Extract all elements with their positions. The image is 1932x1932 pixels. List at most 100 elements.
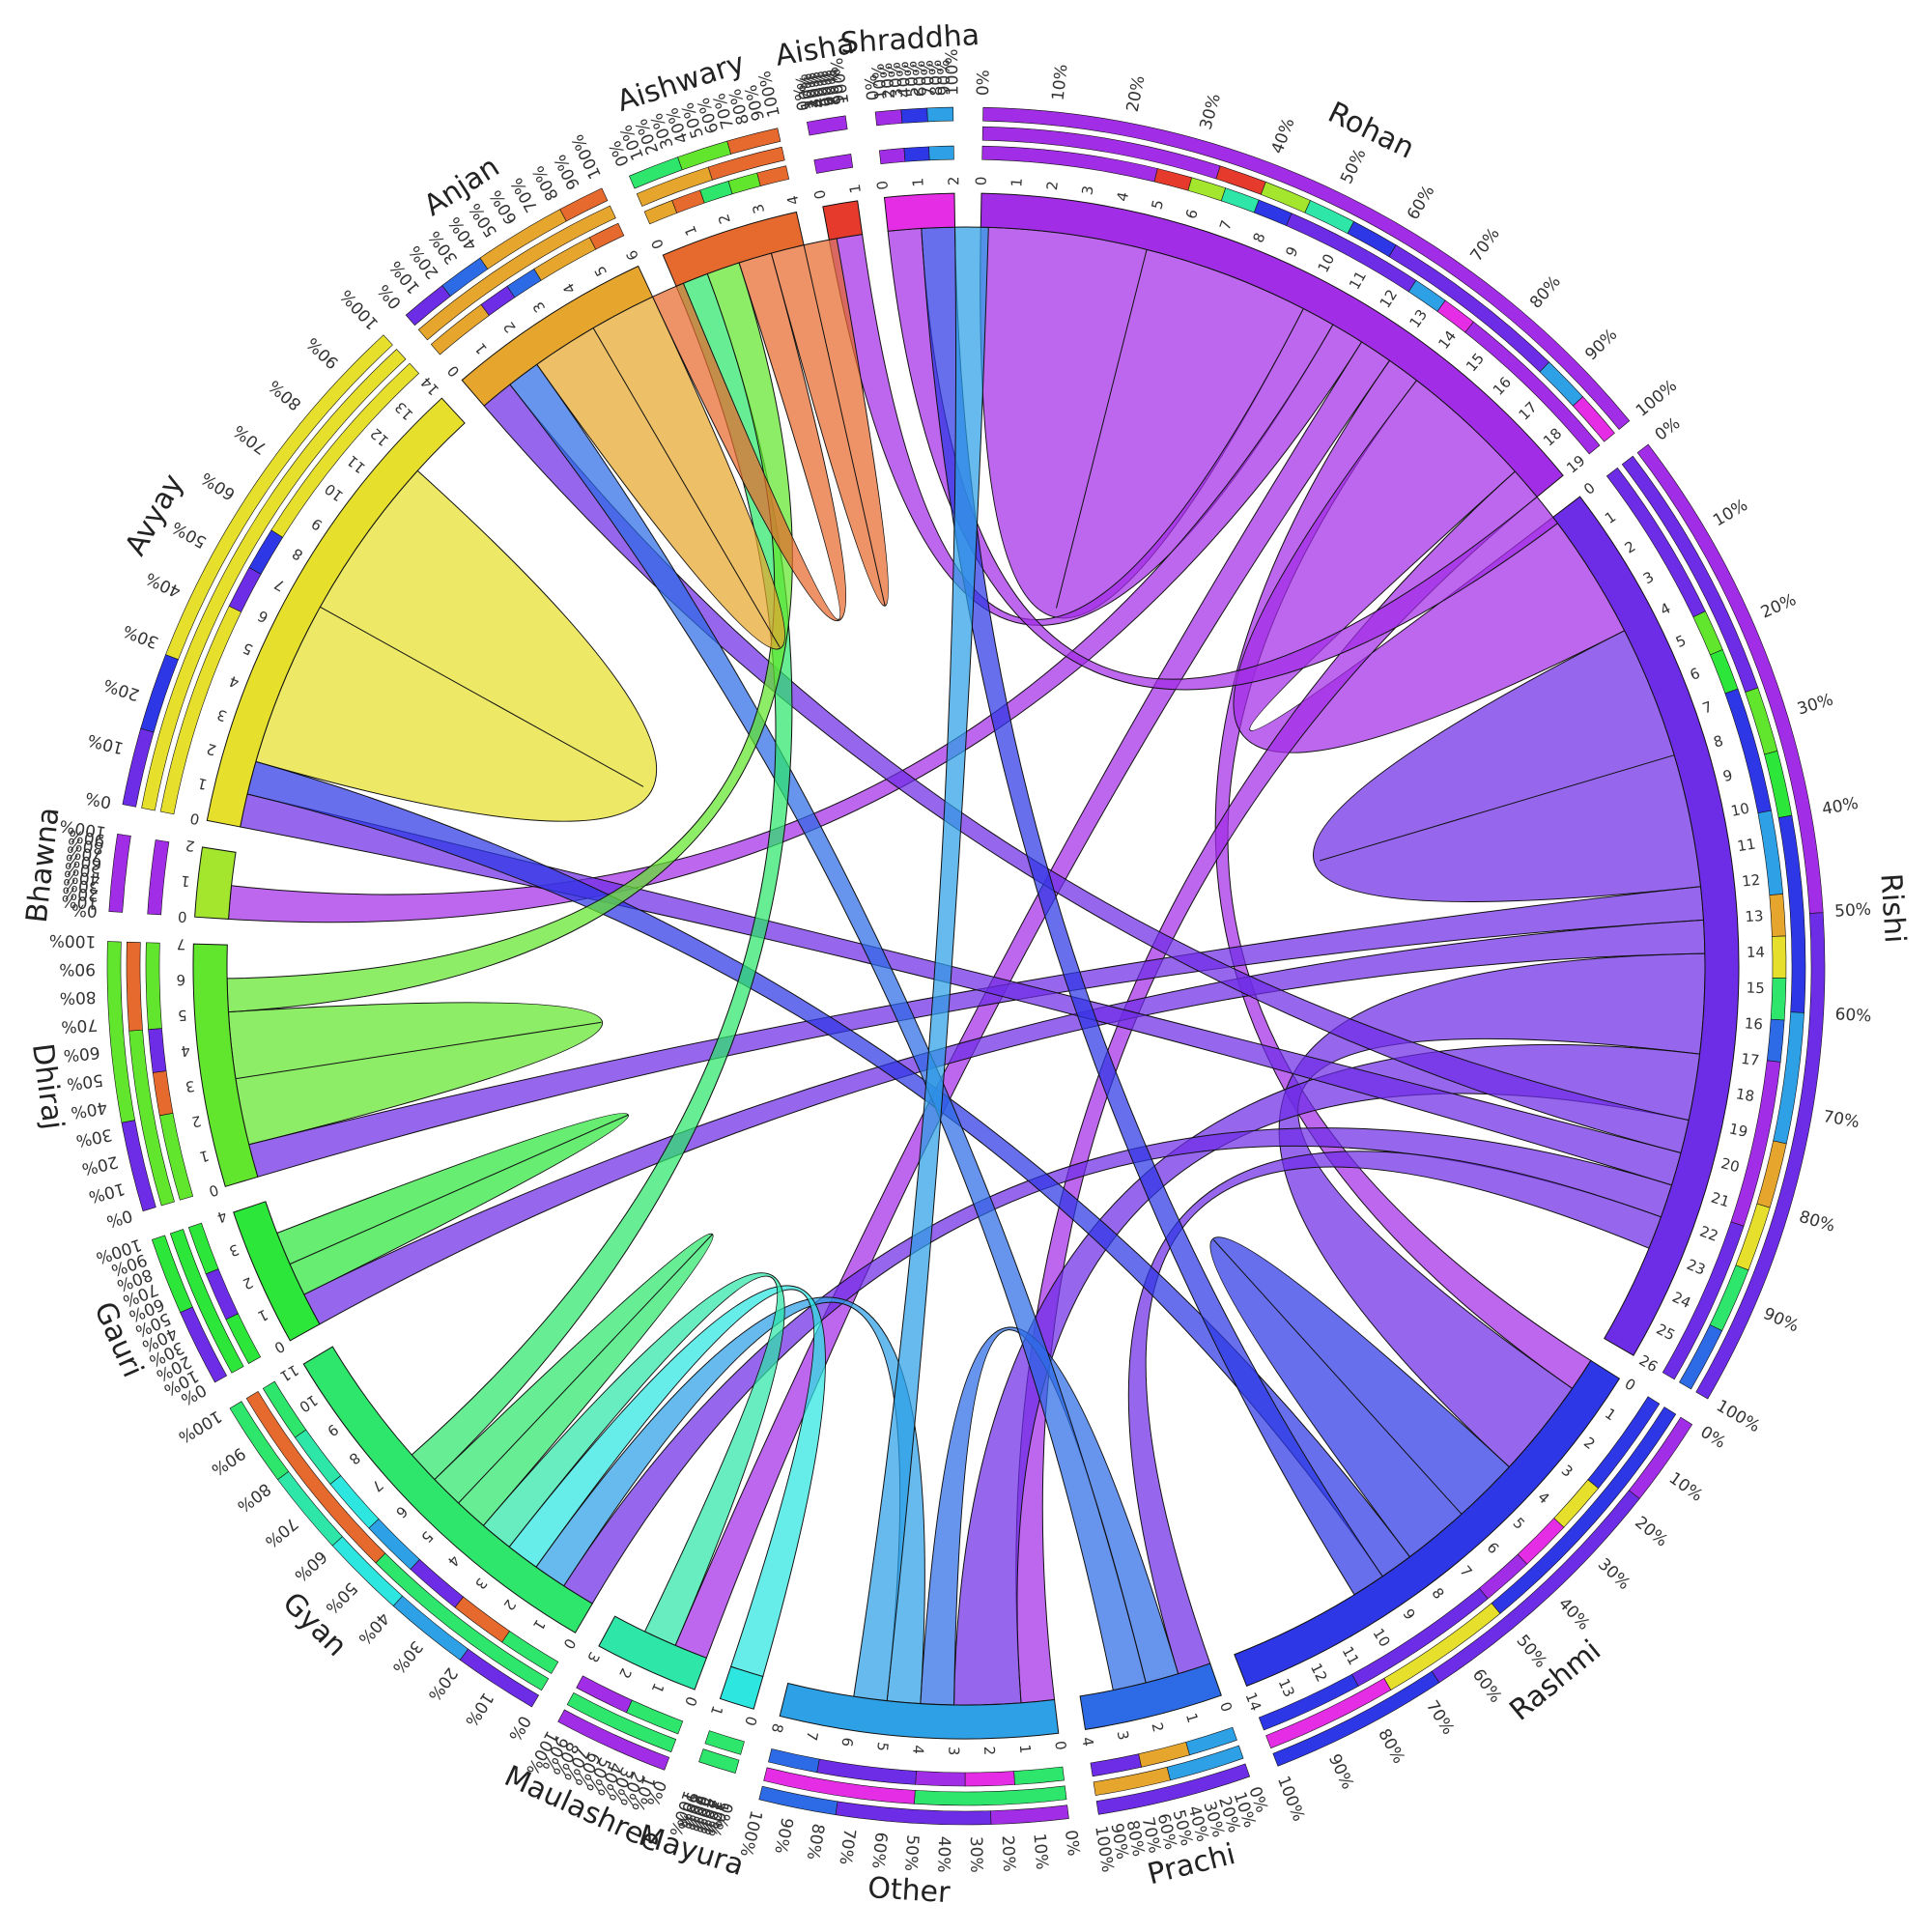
tick-avyay-0: 0 xyxy=(188,810,201,828)
tick-dhiraj-2: 2 xyxy=(190,1112,203,1131)
ring-aishwary-0-2 xyxy=(699,181,733,204)
tick-anjan-0: 0 xyxy=(444,362,464,381)
ring-rohan-0-8 xyxy=(1464,321,1601,455)
ring-avyay-1-0 xyxy=(141,349,407,811)
tick-rishi-14: 14 xyxy=(1747,944,1765,961)
tick-avyay-6: 6 xyxy=(255,607,271,626)
node-label-shraddha: Shraddha xyxy=(839,18,980,61)
tick-anjan-2: 2 xyxy=(499,319,519,336)
ring-rashmi-2-2 xyxy=(1272,1670,1440,1767)
ring-rohan-1-7 xyxy=(1572,396,1615,442)
pct-tick-other-8: 80% xyxy=(803,1822,828,1861)
pct-tick-rohan-6: 60% xyxy=(1404,183,1439,224)
tick-rashmi-14: 14 xyxy=(1242,1690,1265,1713)
tick-rashmi-9: 9 xyxy=(1399,1605,1418,1623)
tick-gauri-0: 0 xyxy=(271,1337,288,1356)
pct-tick-rohan-9: 90% xyxy=(1581,326,1621,365)
pct-tick-dhiraj-10: 100% xyxy=(48,930,96,951)
tick-rishi-24: 24 xyxy=(1669,1289,1693,1312)
node-label-rohan: Rohan xyxy=(1322,96,1419,166)
ring-rashmi-0-5 xyxy=(1258,1673,1359,1731)
arc-bhawna xyxy=(194,846,237,920)
tick-rishi-7: 7 xyxy=(1700,697,1715,717)
tick-rishi-17: 17 xyxy=(1740,1050,1760,1069)
node-label-other: Other xyxy=(867,1871,952,1910)
tick-rishi-20: 20 xyxy=(1719,1154,1742,1176)
ring-aishwary-0-1 xyxy=(671,189,705,213)
tick-anjan-5: 5 xyxy=(591,263,611,279)
pct-tick-avyay-6: 60% xyxy=(198,468,240,503)
tick-prachi-4: 4 xyxy=(1078,1736,1096,1747)
tick-rohan-14: 14 xyxy=(1435,327,1460,353)
ring-prachi-1-1 xyxy=(1093,1766,1171,1796)
tick-rishi-9: 9 xyxy=(1721,766,1735,785)
ring-bhawna-0-0 xyxy=(147,839,170,916)
arc-dhiraj xyxy=(192,943,259,1187)
pct-tick-shraddha-0: 0% xyxy=(862,73,884,101)
tick-anjan-3: 3 xyxy=(529,298,549,316)
tick-avyay-1: 1 xyxy=(196,775,209,794)
ring-other-0-4 xyxy=(768,1748,820,1774)
ring-dhiraj-1-1 xyxy=(126,941,143,1032)
ring-dhiraj-2-1 xyxy=(106,941,136,1123)
tick-gauri-3: 3 xyxy=(227,1240,242,1260)
node-label-avyay: Avyay xyxy=(119,469,191,561)
tick-rohan-16: 16 xyxy=(1490,374,1515,399)
ring-other-0-0 xyxy=(1013,1766,1065,1785)
pct-tick-gyan-5: 50% xyxy=(322,1578,361,1618)
pct-tick-aisha-0: 0% xyxy=(790,83,814,112)
pct-tick-dhiraj-9: 90% xyxy=(59,959,96,979)
pct-tick-other-4: 40% xyxy=(933,1835,953,1872)
pct-tick-gyan-10: 100% xyxy=(175,1406,225,1447)
tick-dhiraj-3: 3 xyxy=(185,1077,196,1095)
tick-gyan-5: 5 xyxy=(417,1527,437,1546)
tick-other-4: 4 xyxy=(909,1745,927,1755)
arc-mayura xyxy=(719,1665,764,1710)
pct-tick-rashmi-1: 10% xyxy=(1665,1468,1706,1505)
pct-tick-gyan-7: 70% xyxy=(261,1513,301,1551)
pct-tick-other-9: 90% xyxy=(770,1816,796,1856)
ring-rishi-0-7 xyxy=(1770,977,1787,1021)
tick-maulashree-3: 3 xyxy=(583,1649,603,1665)
tick-gyan-10: 10 xyxy=(296,1391,321,1416)
ring-rashmi-1-2 xyxy=(1265,1677,1392,1749)
ring-aishwary-1-1 xyxy=(707,146,785,181)
tick-gyan-2: 2 xyxy=(499,1596,519,1613)
tick-dhiraj-1: 1 xyxy=(198,1147,212,1166)
pct-tick-bhawna-6: 60% xyxy=(65,849,103,872)
pct-tick-gyan-9: 90% xyxy=(208,1443,249,1480)
tick-other-1: 1 xyxy=(1016,1744,1035,1754)
ring-maulashree-1-0 xyxy=(566,1691,677,1753)
arc-gyan xyxy=(302,1346,593,1634)
ring-rohan-0-1 xyxy=(1153,168,1193,191)
pct-tick-rishi-2: 20% xyxy=(1758,590,1800,623)
ring-bhawna-2-0 xyxy=(108,833,131,913)
tick-rohan-4: 4 xyxy=(1114,190,1133,203)
pct-tick-rishi-1: 10% xyxy=(1710,496,1751,530)
tick-rishi-4: 4 xyxy=(1658,599,1674,618)
tick-gyan-4: 4 xyxy=(444,1551,464,1570)
tick-rishi-0: 0 xyxy=(1580,479,1599,498)
tick-rohan-13: 13 xyxy=(1406,306,1431,331)
pct-tick-rishi-3: 30% xyxy=(1795,690,1835,719)
pct-tick-rashmi-6: 60% xyxy=(1468,1665,1505,1706)
tick-rohan-0: 0 xyxy=(973,176,990,185)
pct-tick-rashmi-7: 70% xyxy=(1422,1697,1458,1739)
ring-rishi-0-6 xyxy=(1772,935,1787,979)
ring-anjan-1-0 xyxy=(417,205,616,341)
arc-aisha xyxy=(822,200,864,241)
pct-tick-rohan-8: 80% xyxy=(1526,272,1565,313)
pct-tick-bhawna-5: 50% xyxy=(64,858,102,881)
tick-avyay-13: 13 xyxy=(391,398,416,423)
node-label-anjan: Anjan xyxy=(418,150,506,223)
pct-tick-avyay-7: 70% xyxy=(230,420,270,458)
tick-avyay-14: 14 xyxy=(417,374,442,399)
tick-anjan-6: 6 xyxy=(623,247,642,263)
ring-rishi-1-8 xyxy=(1679,1324,1723,1390)
pct-tick-rohan-3: 30% xyxy=(1196,92,1225,132)
tick-rishi-2: 2 xyxy=(1622,537,1639,556)
arc-shraddha xyxy=(883,192,956,232)
ring-dhiraj-0-1 xyxy=(152,1070,174,1117)
pct-tick-bhawna-1: 10% xyxy=(61,891,99,913)
pct-tick-rashmi-10: 100% xyxy=(1273,1774,1308,1825)
